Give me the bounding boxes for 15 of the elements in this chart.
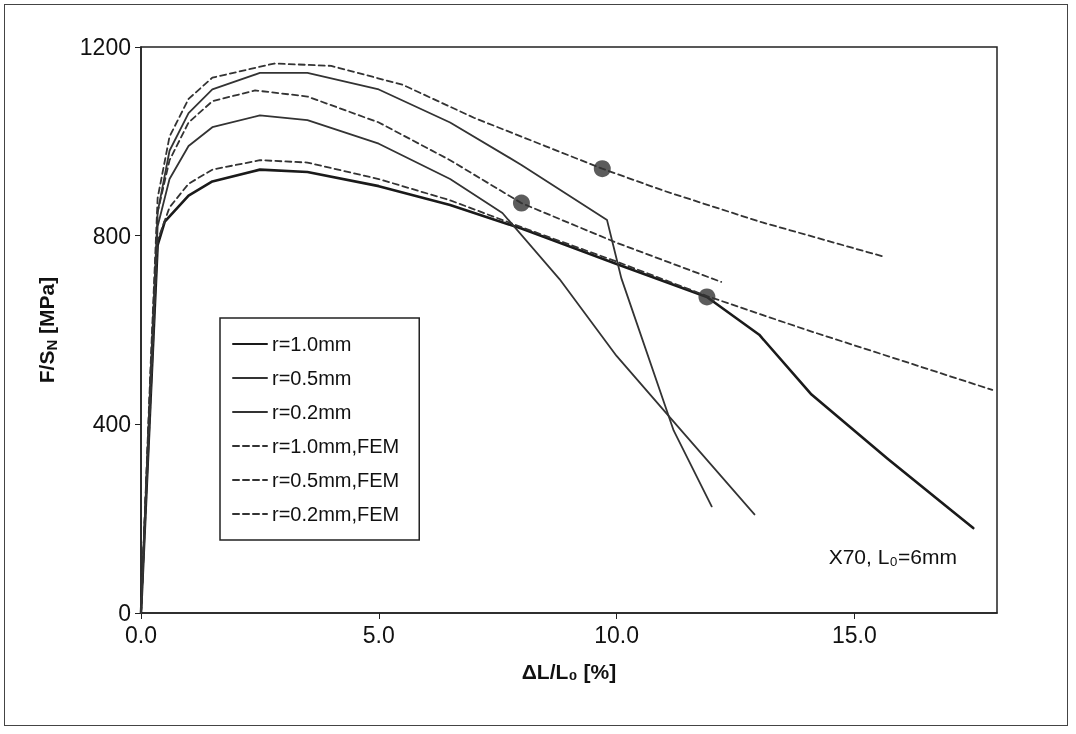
x-tick-label: 5.0: [362, 621, 395, 648]
legend-label: r=0.5mm: [272, 367, 352, 389]
y-axis-title: F/SN [MPa]: [35, 276, 60, 384]
x-tick-label: 15.0: [831, 621, 877, 648]
legend-label: r=1.0mm,FEM: [272, 435, 400, 457]
y-tick-label: 1200: [79, 34, 131, 60]
legend-label: r=1.0mm: [272, 333, 352, 355]
x-tick-label: 10.0: [594, 621, 639, 648]
x-axis-title: ΔL/L₀ [%]: [521, 660, 617, 683]
legend-label: r=0.5mm,FEM: [272, 469, 400, 491]
legend-label: r=0.2mm,FEM: [272, 503, 400, 525]
y-tick-label: 800: [92, 222, 131, 249]
y-tick-label: 400: [92, 411, 131, 438]
annotation: X70, L₀=6mm: [828, 545, 957, 568]
legend-label: r=0.2mm: [272, 401, 352, 423]
